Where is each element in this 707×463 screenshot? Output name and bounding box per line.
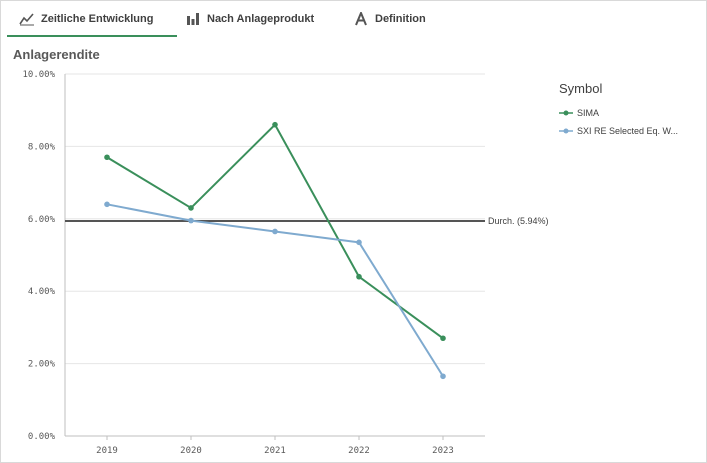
average-line-label: Durch. (5.94%) — [488, 216, 549, 226]
y-tick-label: 0.00% — [28, 432, 56, 442]
tab-bar: Zeitliche Entwicklung Nach Anlageprodukt… — [1, 1, 706, 37]
y-tick-label: 4.00% — [28, 287, 56, 297]
tab-nach-anlageprodukt[interactable]: Nach Anlageprodukt — [177, 1, 347, 37]
data-point — [104, 201, 110, 208]
data-point — [104, 154, 110, 161]
line-chart-icon — [19, 11, 35, 27]
letter-a-icon — [353, 11, 369, 27]
legend-swatch — [559, 128, 573, 134]
legend-item-sxi[interactable]: SXI RE Selected Eq. W... — [559, 122, 699, 140]
data-point — [272, 121, 278, 128]
y-tick-label: 10.00% — [22, 70, 55, 80]
data-point — [356, 239, 362, 246]
data-point — [356, 273, 362, 280]
x-tick-label: 2022 — [348, 446, 370, 456]
x-tick-label: 2021 — [264, 446, 286, 456]
legend-swatch — [559, 110, 573, 116]
y-tick-label: 2.00% — [28, 360, 56, 370]
tab-label: Zeitliche Entwicklung — [41, 13, 154, 25]
data-point — [440, 373, 446, 380]
x-tick-label: 2023 — [432, 446, 454, 456]
legend: Symbol SIMA SXI RE Selected Eq. W... — [559, 81, 699, 140]
chart-title: Anlagerendite — [13, 47, 100, 62]
tab-definition[interactable]: Definition — [347, 1, 487, 37]
legend-item-sima[interactable]: SIMA — [559, 104, 699, 122]
legend-title: Symbol — [559, 81, 603, 96]
data-point — [188, 205, 194, 211]
data-point — [440, 335, 446, 342]
y-tick-label: 8.00% — [28, 142, 56, 152]
bar-chart-icon — [185, 11, 201, 27]
tab-zeitliche-entwicklung[interactable]: Zeitliche Entwicklung — [1, 1, 177, 37]
x-tick-label: 2019 — [96, 446, 118, 456]
tab-label: Nach Anlageprodukt — [207, 13, 315, 25]
y-tick-label: 6.00% — [28, 215, 56, 225]
tab-label: Definition — [375, 13, 426, 25]
legend-label: SXI RE Selected Eq. W... — [577, 126, 679, 136]
legend-label: SIMA — [577, 108, 600, 118]
data-point — [272, 228, 278, 235]
data-point — [188, 217, 194, 224]
x-tick-label: 2020 — [180, 446, 202, 456]
